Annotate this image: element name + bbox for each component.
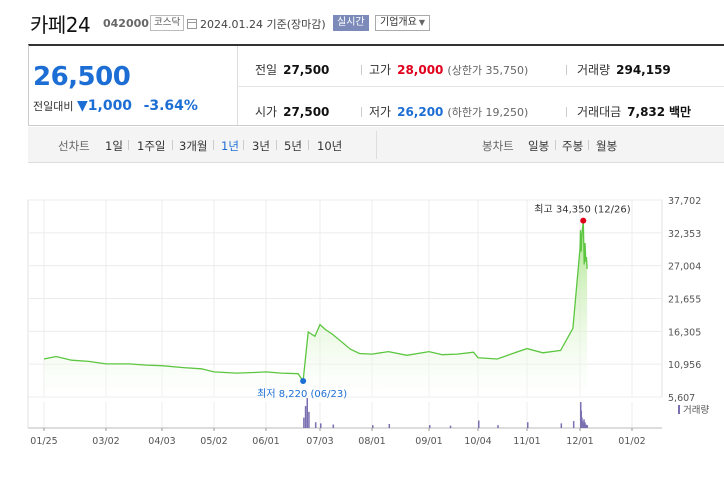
divider [566, 65, 567, 75]
y-tick-label: 21,655 [668, 294, 701, 305]
tab-1d[interactable]: 1일 [105, 139, 123, 153]
company-name[interactable]: 카페24 [30, 13, 91, 37]
volume-bar [332, 424, 335, 428]
y-tick-label: 16,305 [668, 327, 701, 338]
divider [361, 65, 362, 75]
tab-monthly[interactable]: 월봉 [596, 139, 618, 153]
x-tick-label: 08/01 [358, 436, 385, 447]
x-tick-label: 11/01 [513, 436, 540, 447]
volume-legend-label: 거래량 [683, 404, 709, 416]
volume-bar [497, 425, 499, 428]
price-chart[interactable]: 37,702 32,353 27,004 21,655 16,305 10,956 5,60… [27, 190, 724, 496]
volume-bar [372, 425, 374, 428]
prev-close: 전일 27,500 [255, 63, 330, 77]
volume-bar [308, 411, 310, 428]
line-chart-label: 선차트 [58, 139, 90, 153]
price-change: 전일대비 ▼1,000 -3.64% [33, 98, 198, 114]
volume-bar [584, 422, 586, 428]
market-badge: 코스닥 [150, 15, 185, 31]
price-line [43, 220, 588, 383]
divider [361, 107, 362, 117]
y-tick-label: 32,353 [668, 229, 701, 240]
y-tick-label: 37,702 [668, 196, 701, 207]
tab-daily[interactable]: 일봉 [528, 139, 550, 153]
x-tick-label: 06/01 [252, 436, 279, 447]
volume-bar [582, 423, 584, 428]
volume: 거래량 294,159 [577, 63, 671, 77]
x-tick-label: 12/01 [566, 436, 593, 447]
x-tick-label: 05/02 [200, 436, 227, 447]
realtime-button[interactable]: 실시간 [333, 15, 369, 31]
x-tick-label: 10/04 [464, 436, 491, 447]
down-arrow-icon: ▼ [76, 98, 88, 114]
chevron-down-icon: ▼ [418, 18, 425, 27]
x-tick-label: 01/02 [618, 436, 645, 447]
volume-bar [320, 423, 322, 428]
volume-bar [304, 406, 307, 428]
volume-bar [306, 398, 308, 428]
y-tick-label: 10,956 [668, 360, 701, 371]
current-price: 26,500 [33, 62, 131, 92]
stock-header: 카페24 042000 코스닥 2024.01.24 기준(장마감) 실시간 기… [0, 0, 724, 44]
tab-5y[interactable]: 5년 [284, 139, 302, 153]
x-tick-label: 01/25 [30, 436, 57, 447]
volume-bar [429, 425, 431, 428]
volume-bar [527, 422, 529, 428]
price-chart-svg: 37,702 32,353 27,004 21,655 16,305 10,956 5,60… [27, 196, 709, 447]
x-tick-label: 03/02 [92, 436, 119, 447]
company-overview-dropdown[interactable]: 기업개요 ▼ [375, 15, 430, 31]
x-tick-label: 07/03 [306, 436, 333, 447]
high-label: 최고 34,350 (12/26) [534, 204, 630, 216]
low-marker [300, 377, 307, 384]
low-label: 최저 8,220 (06/23) [257, 388, 347, 400]
tab-weekly[interactable]: 주봉 [562, 139, 584, 153]
x-tick-label: 04/03 [148, 436, 175, 447]
divider [237, 86, 724, 87]
volume-bar [388, 423, 391, 428]
tab-1w[interactable]: 1주일 [137, 139, 166, 153]
calendar-icon [187, 19, 197, 29]
high-marker [580, 217, 587, 224]
volume-bar [572, 421, 575, 428]
x-tick-label: 09/01 [415, 436, 442, 447]
volume-bar [303, 417, 305, 428]
volume-bar [449, 425, 452, 428]
change-rate: -3.64% [143, 98, 198, 114]
stock-code: 042000 [103, 17, 149, 30]
quote-summary: 26,500 전일대비 ▼1,000 -3.64% 전일 27,500 고가 28,… [28, 44, 724, 126]
change-value: 1,000 [87, 98, 133, 114]
change-label: 전일대비 [33, 100, 74, 113]
tab-1y[interactable]: 1년 [221, 139, 239, 153]
chart-period-tabs: 선차트 1일 1주일 3개월 1년 3년 5년 10년 봉차트 일봉 주봉 월봉 [28, 127, 724, 163]
low-price: 저가 26,200 (하한가 19,250) [369, 105, 529, 119]
candle-chart-label: 봉차트 [482, 139, 514, 153]
y-tick-label: 5,607 [668, 393, 695, 404]
volume-bar [585, 424, 587, 428]
quote-date: 2024.01.24 기준(장마감) [200, 18, 326, 31]
y-tick-label: 27,004 [668, 262, 701, 273]
price-area [44, 220, 588, 397]
tab-10y[interactable]: 10년 [317, 139, 343, 153]
volume-bar [478, 420, 480, 428]
volume-bar [583, 419, 585, 428]
volume-bar [560, 423, 563, 428]
volume-bar [586, 425, 589, 428]
tab-3m[interactable]: 3개월 [179, 139, 208, 153]
divider [237, 46, 238, 125]
high-price: 고가 28,000 (상한가 35,750) [369, 63, 529, 77]
volume-bar [314, 422, 317, 428]
open-price: 시가 27,500 [255, 105, 330, 119]
divider [566, 107, 567, 117]
trade-amount: 거래대금 7,832 백만 [577, 105, 692, 119]
volume-legend-swatch [678, 405, 680, 414]
tab-3y[interactable]: 3년 [252, 139, 270, 153]
